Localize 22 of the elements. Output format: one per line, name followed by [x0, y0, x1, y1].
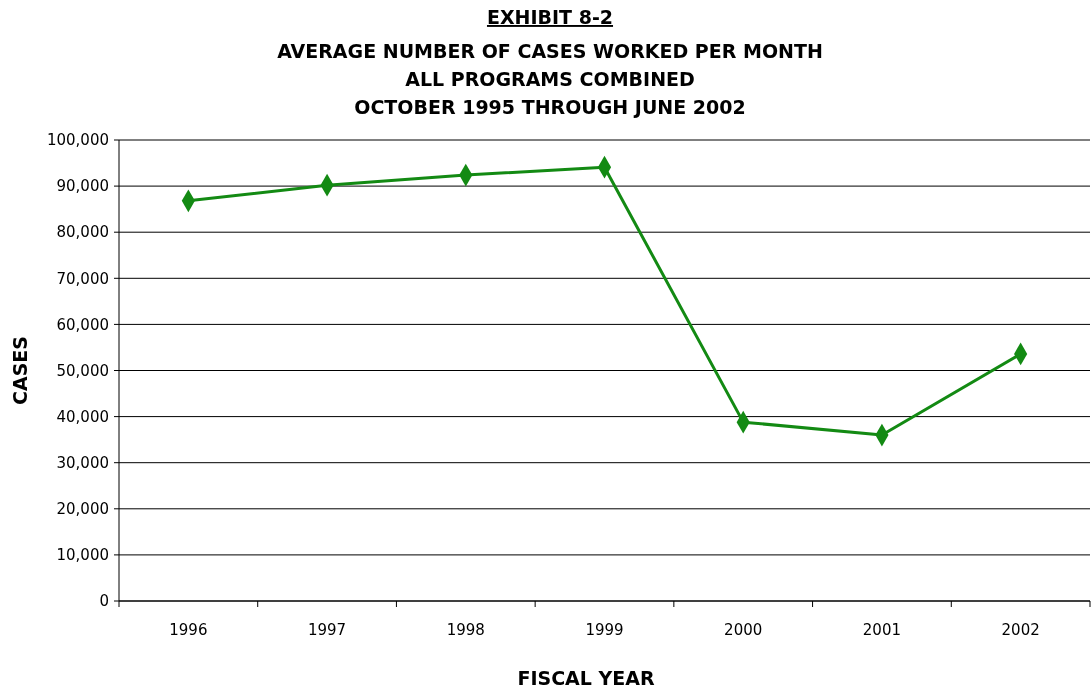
y-tick-label: 70,000	[56, 269, 109, 288]
x-tick-label: 2001	[862, 621, 902, 639]
y-tick-label: 40,000	[56, 407, 109, 426]
chart-subtitle: AVERAGE NUMBER OF CASES WORKED PER MONTH ALL PROGRAMS COMBINED OCTOBER 1995 THROUGH JUNE 2002	[277, 40, 823, 118]
y-tick-label: 20,000	[56, 500, 109, 519]
x-tick-label: 1998	[446, 621, 485, 639]
y-tick-label: 80,000	[56, 223, 109, 242]
y-tick-label: 90,000	[56, 177, 109, 196]
y-tick-label: 50,000	[56, 361, 109, 380]
y-tick-label: 30,000	[56, 453, 109, 472]
x-tick-label: 2000	[724, 621, 763, 639]
y-axis-title: CASES	[9, 336, 31, 405]
x-tick-label: 1997	[307, 621, 347, 639]
y-tick-label: 10,000	[56, 546, 109, 565]
x-axis-title: FISCAL YEAR	[517, 667, 655, 689]
x-tick-label: 1996	[169, 621, 208, 639]
x-tick-label: 1999	[585, 621, 624, 639]
y-tick-label: 60,000	[56, 315, 109, 334]
x-tick-label: 2002	[1001, 621, 1040, 639]
y-tick-label: 100,000	[46, 131, 109, 150]
y-tick-label: 0	[99, 592, 109, 611]
chart-title: EXHIBIT 8-2	[486, 6, 614, 28]
